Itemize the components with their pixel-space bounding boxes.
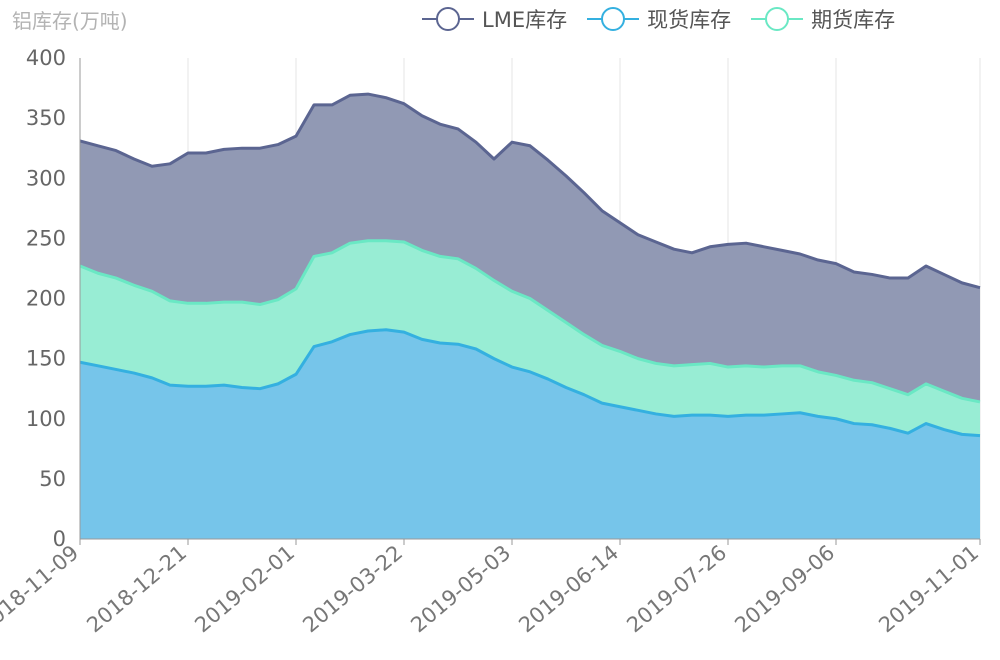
line-0 <box>79 328 981 438</box>
legend-label-spot: 现货库存 <box>647 8 732 32</box>
legend-marker-futures <box>751 7 804 31</box>
legend-label-lme: LME库存 <box>482 8 568 32</box>
y-tick-label-350: 350 <box>26 106 66 130</box>
y-tick-label-50: 50 <box>39 467 66 491</box>
x-tick-label-0: 2018-11-09 <box>0 540 83 637</box>
line-1 <box>79 239 981 404</box>
legend: LME库存 现货库存 期货库存 <box>420 4 913 34</box>
y-tick-label-0: 0 <box>53 527 66 551</box>
legend-circle-icon-futures <box>765 7 790 31</box>
x-tick-label-1: 2018-12-21 <box>82 540 191 637</box>
legend-circle-icon-spot <box>601 7 626 31</box>
x-tick-label-2: 2019-02-01 <box>190 540 299 637</box>
legend-circle-icon-lme <box>436 7 460 31</box>
legend-marker-lme <box>422 7 474 31</box>
x-tick-label-7: 2019-09-06 <box>730 540 839 637</box>
y-tick-label-400: 400 <box>26 46 66 70</box>
x-tick-label-4: 2019-05-03 <box>406 540 515 637</box>
series-lines <box>79 92 981 438</box>
x-axis-ticks: 2018-11-09 2018-12-21 2019-02-01 2019-03-22… <box>0 539 983 637</box>
legend-marker-spot <box>587 7 640 31</box>
axes <box>79 58 980 540</box>
x-tick-label-8: 2019-11-01 <box>874 540 983 637</box>
legend-item-spot[interactable]: 现货库存 <box>585 4 731 34</box>
line-2 <box>79 92 981 290</box>
area-0 <box>80 329 980 539</box>
x-tick-label-3: 2019-03-22 <box>298 540 407 637</box>
y-axis-ticks: 0 50 100 150 200 250 300 350 400 <box>26 46 66 551</box>
y-tick-label-100: 100 <box>26 407 66 431</box>
y-tick-label-250: 250 <box>26 226 66 250</box>
y-tick-label-150: 150 <box>26 347 66 371</box>
legend-item-futures[interactable]: 期货库存 <box>749 4 895 34</box>
x-tick-label-5: 2019-06-14 <box>514 540 623 637</box>
y-tick-label-200: 200 <box>26 287 66 311</box>
x-tick-label-6: 2019-07-26 <box>622 540 731 637</box>
y-axis-unit-label: 铝库存(万吨) <box>12 9 128 33</box>
legend-item-lme[interactable]: LME库存 <box>420 4 567 34</box>
legend-label-futures: 期货库存 <box>811 8 896 32</box>
series-areas <box>80 94 980 539</box>
y-tick-label-300: 300 <box>26 166 66 190</box>
